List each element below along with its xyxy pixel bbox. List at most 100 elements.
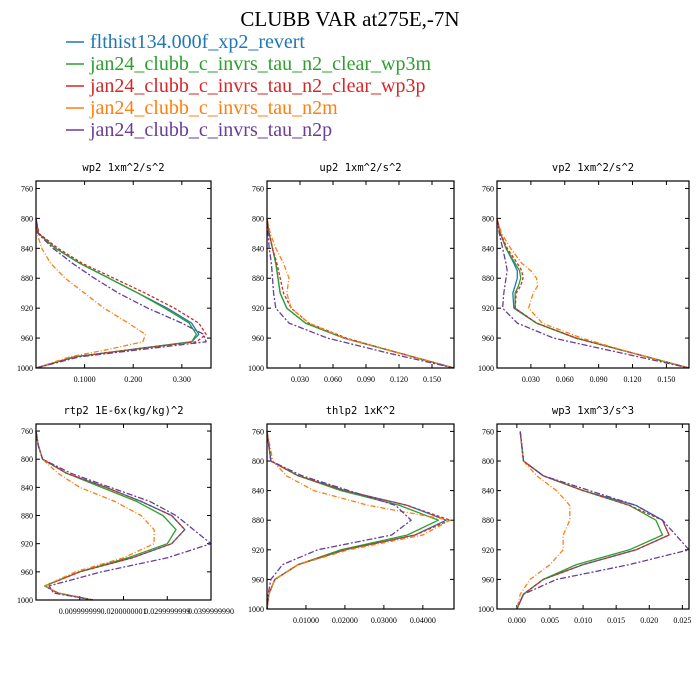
x-tick-label: 0.060 <box>556 375 574 384</box>
y-tick-label: 960 <box>21 568 33 577</box>
x-tick-label: 0.030 <box>291 375 309 384</box>
x-tick-label: 0.005 <box>541 616 559 625</box>
y-tick-label: 800 <box>21 455 33 464</box>
panel-title: wp3 1xm^3/s^3 <box>552 405 634 417</box>
plot-frame <box>35 180 212 369</box>
series-line <box>35 218 207 369</box>
series-line <box>496 218 690 369</box>
x-tick-label: 0.120 <box>624 375 642 384</box>
legend: flthist134.000f_xp2_revertjan24_clubb_c_… <box>66 31 431 141</box>
panel-title: wp2 1xm^2/s^2 <box>82 162 164 174</box>
x-tick-label: 0.0299999999 <box>144 607 190 616</box>
series-line <box>35 430 155 601</box>
series-line <box>35 218 147 369</box>
y-tick-label: 920 <box>21 540 33 549</box>
y-tick-label: 760 <box>252 427 264 436</box>
y-tick-label: 960 <box>252 334 264 343</box>
plot-frame <box>496 423 690 610</box>
y-tick-label: 1000 <box>248 605 264 614</box>
y-tick-label: 800 <box>482 214 494 223</box>
y-tick-label: 960 <box>21 334 33 343</box>
x-tick-label: 0.300 <box>173 375 191 384</box>
chart-panel: vp2 1xm^2/s^2 760 800 840 880 920 960 1000 0.030… <box>478 162 690 384</box>
y-tick-label: 960 <box>252 575 264 584</box>
chart-panel: rtp2 1E-6x(kg/kg)^2 760 800 840 880 920 960 100… <box>17 405 234 616</box>
series-line <box>266 218 455 369</box>
y-tick-label: 840 <box>482 244 494 253</box>
y-tick-label: 880 <box>21 274 33 283</box>
x-tick-label: 0.150 <box>423 375 441 384</box>
chart-panel: wp2 1xm^2/s^2 760 800 840 880 920 960 1000 0.100… <box>17 162 212 384</box>
panels: wp2 1xm^2/s^2 760 800 840 880 920 960 1000 0.100… <box>17 162 691 625</box>
y-tick-label: 760 <box>21 427 33 436</box>
x-tick-label: 0.0200000001 <box>101 607 147 616</box>
y-tick-label: 920 <box>482 546 494 555</box>
series-line <box>35 218 198 369</box>
x-tick-label: 0.01000 <box>293 616 319 625</box>
series-line <box>35 218 207 369</box>
y-tick-label: 840 <box>21 483 33 492</box>
panel-title: vp2 1xm^2/s^2 <box>552 162 634 174</box>
x-tick-label: 0.015 <box>607 616 625 625</box>
y-tick-label: 1000 <box>248 364 264 373</box>
plot-frame <box>266 423 455 610</box>
series-line <box>35 430 177 601</box>
x-tick-label: 0.009999999 <box>59 607 101 616</box>
x-tick-label: 0.000 <box>508 616 526 625</box>
panel-title: thlp2 1xK^2 <box>326 405 396 417</box>
y-tick-label: 880 <box>252 516 264 525</box>
series-line <box>516 431 571 610</box>
series-line <box>516 431 690 610</box>
x-tick-label: 0.03000 <box>371 616 397 625</box>
y-tick-label: 800 <box>482 457 494 466</box>
y-tick-label: 1000 <box>478 605 494 614</box>
series-line <box>496 218 690 369</box>
plot-frame <box>35 423 212 601</box>
y-tick-label: 840 <box>482 487 494 496</box>
y-tick-label: 760 <box>252 184 264 193</box>
legend-entry: jan24_clubb_c_invrs_tau_n2p <box>89 119 332 141</box>
y-tick-label: 760 <box>21 184 33 193</box>
y-tick-label: 880 <box>482 516 494 525</box>
y-tick-label: 840 <box>252 487 264 496</box>
series-line <box>266 431 412 610</box>
y-tick-label: 800 <box>252 457 264 466</box>
y-tick-label: 760 <box>482 184 494 193</box>
x-tick-label: 0.0399999990 <box>188 607 234 616</box>
legend-entry: jan24_clubb_c_invrs_tau_n2_clear_wp3m <box>89 53 431 75</box>
series-line <box>266 431 451 610</box>
panel-title: up2 1xm^2/s^2 <box>319 162 401 174</box>
legend-entry: jan24_clubb_c_invrs_tau_n2_clear_wp3p <box>89 75 425 97</box>
x-tick-label: 0.010 <box>574 616 592 625</box>
x-tick-label: 0.1000 <box>74 375 96 384</box>
legend-entry: flthist134.000f_xp2_revert <box>90 31 305 53</box>
series-line <box>266 431 447 610</box>
figure-title: CLUBB VAR at275E,-7N <box>240 7 459 31</box>
panel-title: rtp2 1E-6x(kg/kg)^2 <box>63 405 183 417</box>
y-tick-label: 920 <box>21 304 33 313</box>
x-tick-label: 0.025 <box>673 616 691 625</box>
y-tick-label: 1000 <box>478 364 494 373</box>
y-tick-label: 920 <box>482 304 494 313</box>
x-tick-label: 0.04000 <box>410 616 436 625</box>
plot-frame <box>266 180 455 369</box>
chart-panel: thlp2 1xK^2 760 800 840 880 920 960 1000 0.01000… <box>248 405 455 625</box>
y-tick-label: 840 <box>252 244 264 253</box>
chart-panel: up2 1xm^2/s^2 760 800 840 880 920 960 1000 0.030… <box>248 162 455 384</box>
x-tick-label: 0.090 <box>357 375 375 384</box>
y-tick-label: 800 <box>252 214 264 223</box>
x-tick-label: 0.200 <box>124 375 142 384</box>
series-line <box>266 431 451 610</box>
chart-panel: wp3 1xm^3/s^3 760 800 840 880 920 960 1000 0.000… <box>478 405 691 625</box>
y-tick-label: 960 <box>482 334 494 343</box>
y-tick-label: 760 <box>482 427 494 436</box>
y-tick-label: 1000 <box>17 596 33 605</box>
y-tick-label: 880 <box>21 512 33 521</box>
series-line <box>496 218 690 369</box>
x-tick-label: 0.060 <box>324 375 342 384</box>
series-line <box>266 431 440 610</box>
series-line <box>496 218 690 369</box>
series-line <box>266 218 455 369</box>
y-tick-label: 880 <box>482 274 494 283</box>
series-line <box>35 218 200 369</box>
